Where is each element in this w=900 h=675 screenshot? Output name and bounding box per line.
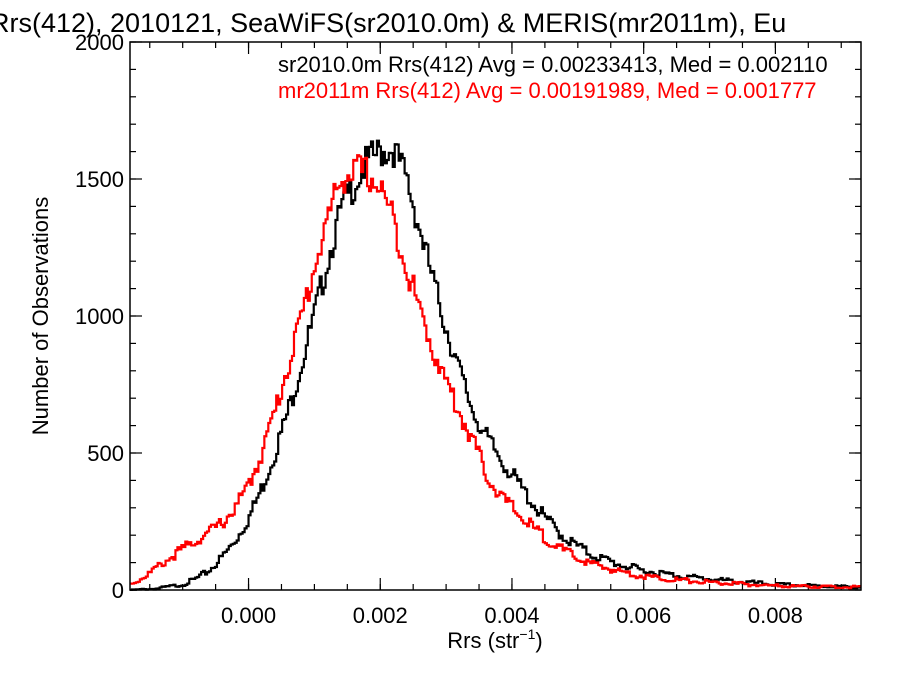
legend-annotations: sr2010.0m Rrs(412) Avg = 0.00233413, Med… <box>278 52 828 103</box>
y-tick-label: 2000 <box>75 30 124 55</box>
chart-title: Rrs(412), 2010121, SeaWiFS(sr2010.0m) & … <box>0 8 786 38</box>
x-axis-label-superscript: −1 <box>519 626 535 642</box>
y-tick-label: 0 <box>112 578 124 603</box>
x-axis-label-tail: ) <box>535 628 542 653</box>
y-axis-label: Number of Observations <box>28 197 53 435</box>
x-tick-label: 0.000 <box>221 603 276 628</box>
series-1-annotation: sr2010.0m Rrs(412) Avg = 0.00233413, Med… <box>278 52 828 77</box>
plot-frame <box>129 41 862 591</box>
y-tick-label: 1000 <box>75 304 124 329</box>
x-tick-label: 0.002 <box>353 603 408 628</box>
x-tick-label: 0.004 <box>484 603 539 628</box>
y-tick-label: 500 <box>87 441 124 466</box>
x-tick-label: 0.008 <box>748 603 803 628</box>
series-2-annotation: mr2011m Rrs(412) Avg = 0.00191989, Med =… <box>278 78 817 103</box>
series-layer <box>130 139 861 592</box>
y-tick-label: 1500 <box>75 167 124 192</box>
histogram-series-2 <box>130 154 861 590</box>
x-axis-label: Rrs (str−1) <box>447 626 542 653</box>
x-tick-label: 0.006 <box>616 603 671 628</box>
x-axis-label-main: Rrs (str <box>447 628 519 653</box>
axis-ticks: 0 500 1000 1500 2000 0.000 0.002 0.004 0.006 0.00… <box>75 30 861 628</box>
